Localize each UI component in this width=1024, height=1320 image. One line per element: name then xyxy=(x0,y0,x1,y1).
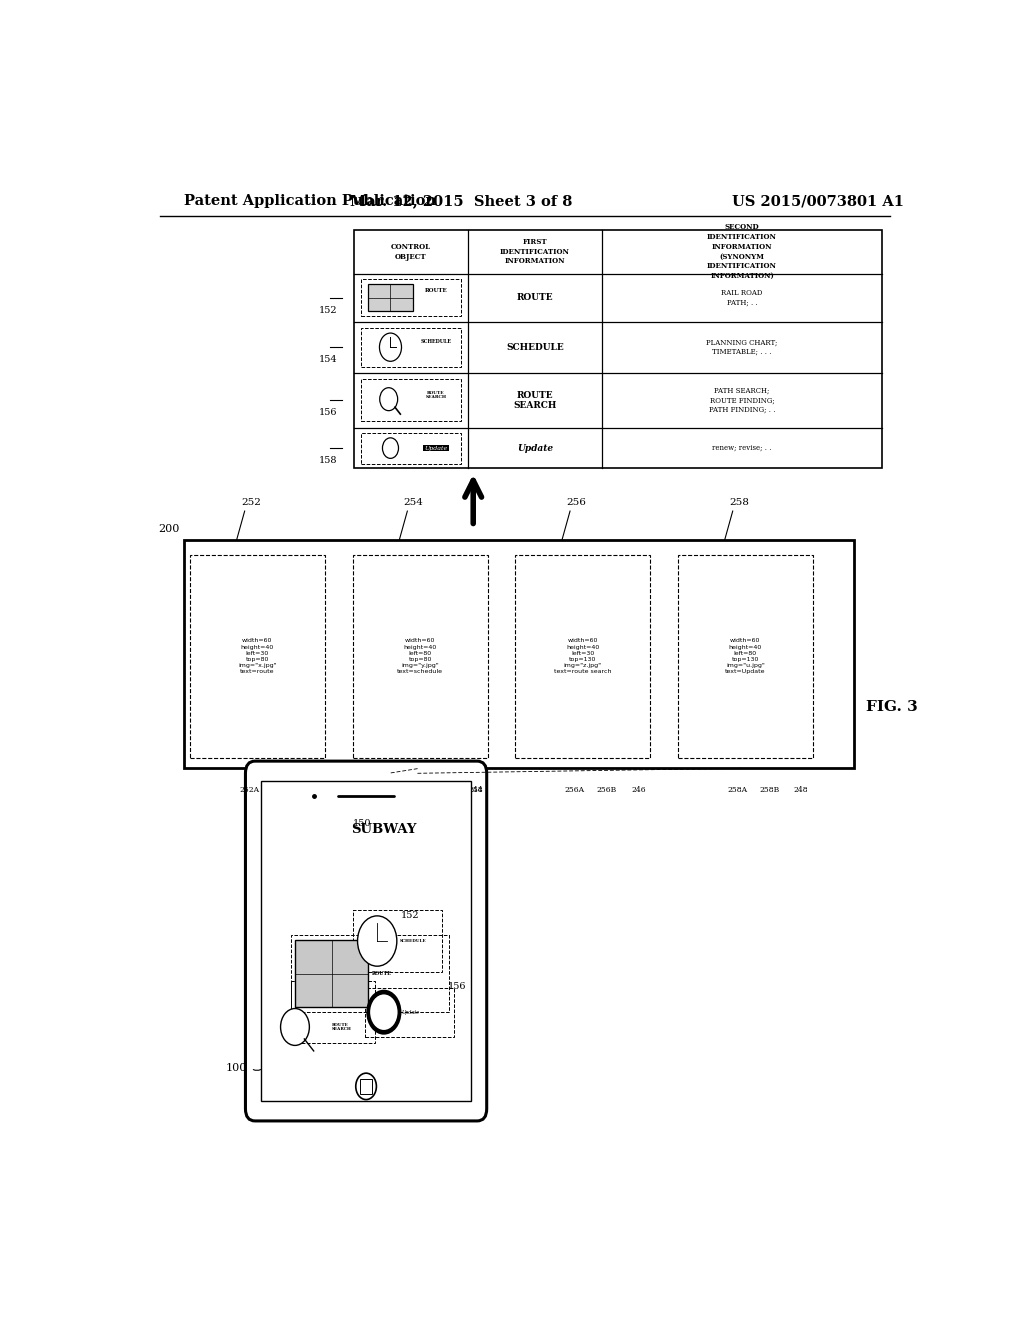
Bar xyxy=(361,433,461,463)
Text: 254A: 254A xyxy=(402,785,422,793)
Circle shape xyxy=(367,990,401,1035)
Circle shape xyxy=(380,388,397,411)
Text: 150: 150 xyxy=(353,818,372,828)
Text: ROUTE: ROUTE xyxy=(517,293,553,302)
Bar xyxy=(361,327,461,367)
Text: renew; revise; . .: renew; revise; . . xyxy=(713,444,772,451)
Bar xyxy=(365,987,454,1036)
Circle shape xyxy=(382,438,398,458)
Text: 156: 156 xyxy=(449,982,467,991)
Text: SUBWAY: SUBWAY xyxy=(351,822,417,836)
Text: PATH SEARCH;
ROUTE FINDING;
PATH FINDING; . .: PATH SEARCH; ROUTE FINDING; PATH FINDING… xyxy=(709,387,775,414)
Bar xyxy=(354,230,882,469)
Circle shape xyxy=(380,333,401,362)
Bar xyxy=(361,280,461,315)
Text: 152: 152 xyxy=(400,911,419,920)
Text: Patent Application Publication: Patent Application Publication xyxy=(183,194,435,209)
Bar xyxy=(368,284,413,312)
Text: 242: 242 xyxy=(305,785,321,793)
Circle shape xyxy=(355,1073,377,1100)
Text: 200: 200 xyxy=(159,524,179,535)
Text: FIRST
IDENTIFICATION
INFORMATION: FIRST IDENTIFICATION INFORMATION xyxy=(500,238,570,265)
Text: 158: 158 xyxy=(468,785,483,793)
Text: 154: 154 xyxy=(318,355,337,364)
Text: 154: 154 xyxy=(436,785,452,793)
Text: 258: 258 xyxy=(729,498,749,507)
Text: Update: Update xyxy=(423,446,449,450)
Text: 252A: 252A xyxy=(240,785,259,793)
Text: ROUTE
SEARCH: ROUTE SEARCH xyxy=(425,391,446,399)
Bar xyxy=(295,940,369,1007)
Text: Update: Update xyxy=(401,1010,420,1015)
Circle shape xyxy=(281,1008,309,1045)
Bar xyxy=(361,379,461,421)
Text: 158: 158 xyxy=(418,797,433,805)
Text: 154: 154 xyxy=(386,797,401,805)
Text: 158: 158 xyxy=(318,457,337,465)
Bar xyxy=(352,554,487,758)
Text: 258A: 258A xyxy=(727,785,748,793)
Bar xyxy=(291,981,376,1043)
Text: SCHEDULE: SCHEDULE xyxy=(421,338,452,343)
Text: ROUTE: ROUTE xyxy=(425,288,447,293)
Text: ROUTE
SEARCH: ROUTE SEARCH xyxy=(332,1023,351,1031)
Text: 244: 244 xyxy=(468,785,483,793)
Text: 248: 248 xyxy=(794,785,808,793)
Text: US 2015/0073801 A1: US 2015/0073801 A1 xyxy=(732,194,904,209)
Circle shape xyxy=(370,994,398,1031)
Text: 246: 246 xyxy=(631,785,645,793)
Text: SCHEDULE: SCHEDULE xyxy=(400,939,427,942)
Text: 254B: 254B xyxy=(434,785,454,793)
Bar xyxy=(261,781,471,1101)
Text: Update: Update xyxy=(424,446,447,450)
Circle shape xyxy=(357,916,397,966)
Text: 252B: 252B xyxy=(271,785,291,793)
FancyBboxPatch shape xyxy=(246,762,486,1121)
Text: FIG. 3: FIG. 3 xyxy=(866,700,918,714)
Text: 256B: 256B xyxy=(596,785,616,793)
Bar xyxy=(291,935,449,1012)
Text: 258B: 258B xyxy=(759,785,779,793)
Text: 252: 252 xyxy=(241,498,261,507)
Bar xyxy=(515,554,650,758)
Bar xyxy=(183,540,854,768)
Text: Mar. 12, 2015  Sheet 3 of 8: Mar. 12, 2015 Sheet 3 of 8 xyxy=(350,194,572,209)
Bar xyxy=(678,554,813,758)
Bar xyxy=(360,1080,372,1094)
Text: CONTROL
OBJECT: CONTROL OBJECT xyxy=(391,243,431,260)
Text: SECOND
IDENTIFICATION
INFORMATION
(SYNONYM
IDENTIFICATION
INFORMATION): SECOND IDENTIFICATION INFORMATION (SYNON… xyxy=(708,223,777,280)
Text: RAIL ROAD
PATH; . .: RAIL ROAD PATH; . . xyxy=(721,289,763,306)
Text: width=60
height=40
left=80
top=80
img="y.jpg"
text=schedule: width=60 height=40 left=80 top=80 img="y… xyxy=(397,639,443,675)
Text: SCHEDULE: SCHEDULE xyxy=(506,343,564,351)
Text: 254: 254 xyxy=(403,498,424,507)
Text: ROUTE: ROUTE xyxy=(373,972,392,975)
Text: PLANNING CHART;
TIMETABLE; . . .: PLANNING CHART; TIMETABLE; . . . xyxy=(707,338,778,356)
Text: width=60
height=40
left=30
top=130
img="z.jpg"
text=route search: width=60 height=40 left=30 top=130 img="… xyxy=(554,639,611,675)
Bar xyxy=(189,554,325,758)
Text: 156: 156 xyxy=(318,408,337,417)
Text: 100: 100 xyxy=(225,1063,247,1073)
Text: Update: Update xyxy=(517,444,553,453)
Text: 256: 256 xyxy=(566,498,587,507)
Text: 256A: 256A xyxy=(564,785,585,793)
Text: width=60
height=40
left=30
top=80
img="x.jpg"
text=route: width=60 height=40 left=30 top=80 img="x… xyxy=(238,639,276,675)
Text: ROUTE
SEARCH: ROUTE SEARCH xyxy=(513,391,557,411)
Bar xyxy=(353,909,441,973)
Text: width=60
height=40
left=80
top=130
img="u.jpg"
text=Update: width=60 height=40 left=80 top=130 img="… xyxy=(725,639,766,675)
Text: 152: 152 xyxy=(318,306,337,314)
